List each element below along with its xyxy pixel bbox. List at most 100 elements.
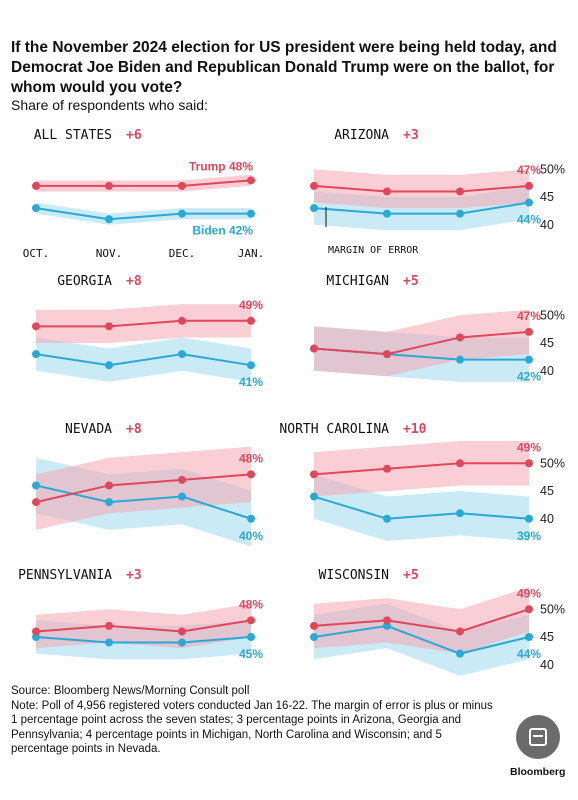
panel-margin: +10 [403, 422, 427, 437]
trump-point [525, 181, 533, 190]
biden-point [105, 215, 113, 224]
panel-georgia: GEORGIA +8 49% 41% [32, 274, 263, 389]
panel-title: ARIZONA [334, 128, 389, 143]
trump-point [456, 459, 464, 468]
biden-end-label: 42% [517, 370, 541, 384]
small-multiples-chart: ALL STATES +6 Trump 48% Biden 42% OCT. NOV. DE… [18, 128, 565, 676]
error-band [36, 603, 251, 649]
biden-point [525, 514, 533, 523]
scan-frame-icon [529, 728, 547, 746]
biden-point [456, 209, 464, 218]
trump-point [105, 481, 113, 490]
biden-point [32, 204, 40, 213]
biden-end-label: Biden 42% [192, 224, 253, 238]
biden-point [32, 633, 40, 641]
panel-title: GEORGIA [57, 274, 112, 289]
y-tick-label: 40 [540, 658, 554, 672]
panel-margin: +3 [403, 128, 419, 143]
biden-point [247, 514, 255, 523]
trump-line [313, 330, 530, 356]
biden-end-label: 40% [239, 529, 263, 543]
trump-end-label: 49% [239, 298, 263, 312]
biden-point [32, 350, 40, 359]
error-band [314, 309, 529, 377]
biden-point [247, 361, 255, 370]
biden-point [456, 509, 464, 518]
biden-point [32, 481, 40, 490]
biden-point [383, 514, 391, 523]
trump-end-label: 49% [517, 586, 541, 600]
biden-point [105, 498, 113, 507]
y-tick-label: 50% [540, 308, 565, 322]
y-tick-label: 45 [540, 484, 554, 498]
biden-point [456, 355, 464, 364]
trump-point [383, 350, 391, 359]
biden-point [247, 633, 255, 641]
trump-point [383, 464, 391, 473]
trump-point [310, 470, 318, 479]
y-tick-label: 45 [540, 336, 554, 350]
y-tick-label: 50% [540, 162, 565, 176]
panel-title: PENNSYLVANIA [18, 568, 112, 583]
biden-end-label: 41% [239, 375, 263, 389]
trump-point [456, 187, 464, 196]
panel-title: ALL STATES [34, 128, 112, 143]
trump-point [525, 459, 533, 468]
biden-point [105, 638, 113, 647]
biden-line [313, 201, 530, 215]
y-tick-label: 45 [540, 630, 554, 644]
panel-margin: +6 [126, 128, 142, 143]
trump-point [247, 316, 255, 325]
panel-title: NEVADA [65, 422, 112, 437]
footer: Source: Bloomberg News/Morning Consult p… [11, 684, 501, 757]
biden-point [105, 361, 113, 370]
error-band [314, 587, 529, 654]
trump-point [525, 605, 533, 614]
biden-end-label: 44% [517, 647, 541, 661]
biden-point [178, 492, 186, 501]
methodology-note: Note: Poll of 4,956 registered voters co… [11, 699, 493, 756]
panel-margin: +3 [126, 568, 142, 583]
biden-point [383, 209, 391, 218]
trump-end-label: 48% [239, 451, 263, 465]
trump-point [383, 187, 391, 196]
x-tick-label: OCT. [23, 247, 50, 260]
panel-margin: +5 [403, 274, 419, 289]
biden-point [456, 649, 464, 658]
trump-point [178, 181, 186, 190]
trump-line [35, 619, 252, 633]
y-tick-label: 40 [540, 364, 554, 378]
error-band [36, 174, 251, 192]
biden-point [525, 198, 533, 207]
trump-point [310, 181, 318, 190]
bloomberg-logo: Bloomberg [510, 766, 566, 778]
scan-line-icon [533, 735, 543, 737]
x-tick-label: JAN. [238, 247, 265, 260]
trump-line [313, 608, 530, 633]
panel-all-states: ALL STATES +6 Trump 48% Biden 42% OCT. NOV. DE… [23, 128, 265, 260]
scan-icon[interactable] [516, 715, 560, 759]
panel-pennsylvania: PENNSYLVANIA +3 48% 45% [18, 568, 263, 661]
biden-point [525, 633, 533, 641]
trump-line [313, 184, 530, 193]
panel-arizona: ARIZONA +3 47% 44% 50% 45 40 MARGIN OF ERROR [310, 128, 565, 256]
trump-point [105, 181, 113, 190]
biden-point [310, 633, 318, 641]
margin-of-error-annotation: MARGIN OF ERROR [328, 245, 419, 256]
error-band [314, 169, 529, 209]
panel-north-carolina: NORTH CAROLINA +10 49% 39% 50% 45 40 [279, 422, 565, 543]
trump-point [178, 627, 186, 636]
y-tick-label: 50% [540, 456, 565, 470]
trump-point [310, 621, 318, 630]
trump-line [35, 473, 252, 504]
panel-margin: +5 [403, 568, 419, 583]
trump-point [456, 333, 464, 342]
biden-point [178, 350, 186, 359]
trump-line [313, 462, 529, 476]
biden-point [178, 638, 186, 647]
trump-point [178, 316, 186, 325]
trump-point [32, 498, 40, 507]
error-band [314, 441, 529, 497]
biden-line [35, 636, 252, 644]
trump-point [247, 616, 255, 625]
